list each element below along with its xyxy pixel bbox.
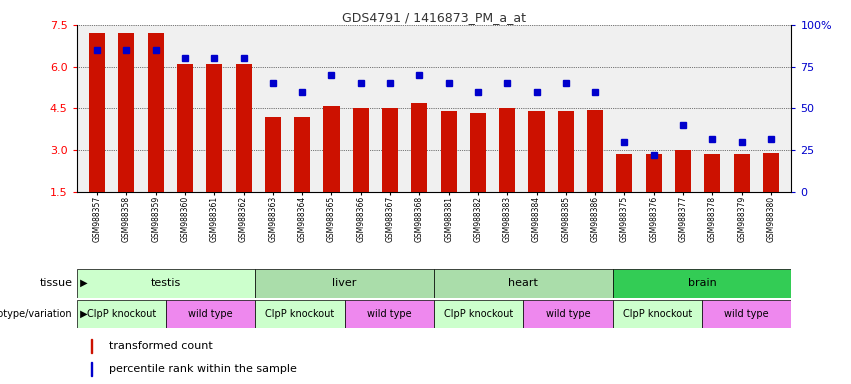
Bar bbox=[705, 154, 721, 192]
Text: tissue: tissue bbox=[39, 278, 72, 288]
Text: percentile rank within the sample: percentile rank within the sample bbox=[109, 364, 297, 374]
Bar bbox=[434, 300, 523, 328]
Bar bbox=[616, 154, 632, 192]
Bar bbox=[613, 300, 702, 328]
Bar bbox=[613, 269, 791, 298]
Bar bbox=[734, 154, 750, 192]
Bar bbox=[206, 64, 222, 192]
Text: ClpP knockout: ClpP knockout bbox=[266, 309, 334, 319]
Text: ▶: ▶ bbox=[77, 309, 87, 319]
Bar bbox=[77, 300, 166, 328]
Bar bbox=[528, 111, 545, 192]
Title: GDS4791 / 1416873_PM_a_at: GDS4791 / 1416873_PM_a_at bbox=[342, 11, 526, 24]
Bar bbox=[323, 106, 340, 192]
Bar bbox=[177, 64, 193, 192]
Bar bbox=[89, 33, 106, 192]
Text: brain: brain bbox=[688, 278, 717, 288]
Bar bbox=[345, 300, 434, 328]
Text: liver: liver bbox=[333, 278, 357, 288]
Bar bbox=[236, 64, 252, 192]
Bar bbox=[118, 33, 134, 192]
Text: testis: testis bbox=[151, 278, 181, 288]
Bar bbox=[762, 153, 779, 192]
Bar bbox=[646, 154, 662, 192]
Text: transformed count: transformed count bbox=[109, 341, 213, 351]
Bar bbox=[166, 300, 255, 328]
Bar bbox=[500, 109, 516, 192]
Bar bbox=[441, 111, 457, 192]
Bar bbox=[255, 269, 434, 298]
Bar bbox=[91, 362, 92, 376]
Bar bbox=[702, 300, 791, 328]
Bar bbox=[294, 117, 311, 192]
Bar bbox=[675, 150, 691, 192]
Bar bbox=[382, 109, 398, 192]
Bar bbox=[587, 110, 603, 192]
Bar bbox=[255, 300, 345, 328]
Bar bbox=[147, 33, 163, 192]
Text: ▶: ▶ bbox=[77, 278, 87, 288]
Bar bbox=[352, 109, 368, 192]
Text: genotype/variation: genotype/variation bbox=[0, 309, 72, 319]
Bar bbox=[265, 117, 281, 192]
Bar bbox=[434, 269, 613, 298]
Bar bbox=[411, 103, 427, 192]
Text: wild type: wild type bbox=[367, 309, 412, 319]
Text: wild type: wild type bbox=[188, 309, 233, 319]
Bar bbox=[523, 300, 613, 328]
Bar bbox=[557, 111, 574, 192]
Bar bbox=[91, 339, 92, 353]
Text: ClpP knockout: ClpP knockout bbox=[444, 309, 513, 319]
Text: ClpP knockout: ClpP knockout bbox=[87, 309, 156, 319]
Text: wild type: wild type bbox=[545, 309, 591, 319]
Bar bbox=[77, 269, 255, 298]
Text: heart: heart bbox=[508, 278, 539, 288]
Text: ClpP knockout: ClpP knockout bbox=[623, 309, 692, 319]
Bar bbox=[470, 113, 486, 192]
Text: wild type: wild type bbox=[724, 309, 769, 319]
